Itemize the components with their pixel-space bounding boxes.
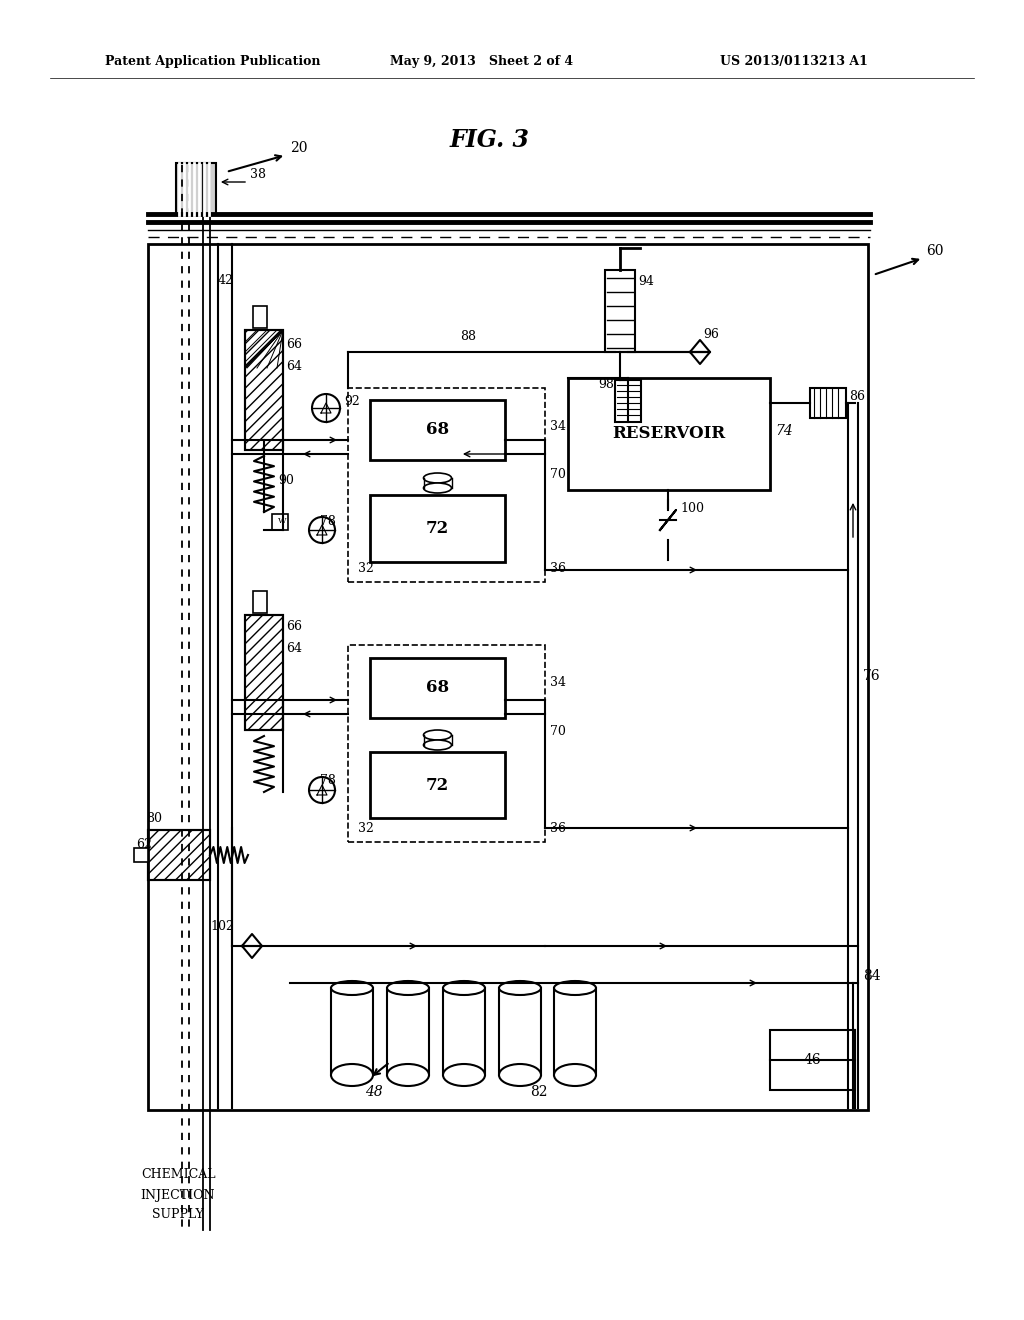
Bar: [253, 591, 267, 612]
Text: 82: 82: [530, 1085, 548, 1100]
Text: 66: 66: [286, 338, 302, 351]
Text: 70: 70: [550, 469, 566, 480]
Text: 70: 70: [550, 725, 566, 738]
Text: FIG. 3: FIG. 3: [450, 128, 530, 152]
Text: 92: 92: [344, 395, 359, 408]
Text: CHEMICAL: CHEMICAL: [140, 1168, 215, 1181]
Text: RESERVOIR: RESERVOIR: [612, 425, 726, 442]
Text: Patent Application Publication: Patent Application Publication: [105, 55, 321, 69]
Text: 64: 64: [286, 642, 302, 655]
Ellipse shape: [554, 981, 596, 995]
Text: 76: 76: [863, 669, 881, 682]
Circle shape: [312, 393, 340, 422]
Text: INJECTION: INJECTION: [140, 1188, 215, 1201]
Bar: [148, 830, 210, 880]
Bar: [770, 1030, 855, 1090]
Bar: [148, 830, 210, 880]
Bar: [370, 400, 505, 459]
Ellipse shape: [499, 981, 541, 995]
Bar: [605, 271, 635, 352]
Text: 94: 94: [638, 275, 654, 288]
Text: 66: 66: [286, 620, 302, 634]
Text: 74: 74: [775, 424, 793, 438]
Bar: [245, 615, 283, 730]
Bar: [370, 495, 505, 562]
Text: 36: 36: [550, 822, 566, 836]
Text: 100: 100: [680, 502, 705, 515]
Text: 42: 42: [218, 275, 233, 286]
Ellipse shape: [554, 1064, 596, 1086]
Bar: [370, 752, 505, 818]
Bar: [148, 244, 868, 1110]
Text: US 2013/0113213 A1: US 2013/0113213 A1: [720, 55, 868, 69]
Text: 90: 90: [278, 474, 294, 487]
Ellipse shape: [424, 483, 452, 492]
Bar: [245, 330, 283, 450]
Text: 46: 46: [803, 1053, 821, 1067]
Text: 68: 68: [426, 421, 450, 438]
Text: 80: 80: [146, 812, 162, 825]
Ellipse shape: [387, 1064, 429, 1086]
Text: 72: 72: [426, 520, 450, 537]
Text: 78: 78: [319, 774, 336, 787]
Bar: [331, 987, 373, 1074]
Ellipse shape: [424, 741, 452, 750]
Text: 64: 64: [286, 360, 302, 374]
Circle shape: [309, 777, 335, 803]
Circle shape: [309, 517, 335, 543]
Text: 78: 78: [319, 515, 336, 528]
Bar: [253, 306, 267, 327]
Bar: [348, 645, 545, 842]
Bar: [568, 378, 770, 490]
Bar: [176, 162, 216, 215]
Ellipse shape: [331, 981, 373, 995]
Text: 102: 102: [210, 920, 233, 933]
Bar: [443, 987, 485, 1074]
Text: 48: 48: [365, 1085, 383, 1100]
Text: 34: 34: [550, 676, 566, 689]
Text: 68: 68: [426, 680, 450, 697]
Text: SUPPLY: SUPPLY: [153, 1209, 204, 1221]
Text: 60: 60: [926, 244, 943, 257]
Text: 96: 96: [703, 327, 719, 341]
Text: 32: 32: [358, 822, 374, 836]
Bar: [370, 657, 505, 718]
Text: 88: 88: [460, 330, 476, 343]
Text: May 9, 2013   Sheet 2 of 4: May 9, 2013 Sheet 2 of 4: [390, 55, 573, 69]
Text: 20: 20: [290, 141, 307, 154]
Text: 72: 72: [426, 776, 450, 793]
Bar: [134, 847, 148, 862]
Ellipse shape: [443, 1064, 485, 1086]
Text: 34: 34: [550, 420, 566, 433]
Bar: [387, 987, 429, 1074]
Bar: [615, 380, 641, 422]
Text: 32: 32: [358, 562, 374, 576]
Bar: [272, 513, 288, 531]
Text: 38: 38: [250, 168, 266, 181]
Bar: [348, 388, 545, 582]
Ellipse shape: [499, 1064, 541, 1086]
Text: 86: 86: [849, 389, 865, 403]
Text: 62: 62: [136, 838, 152, 851]
Text: 84: 84: [863, 969, 881, 983]
Text: 98: 98: [598, 378, 613, 391]
Bar: [554, 987, 596, 1074]
Bar: [810, 388, 846, 418]
Bar: [499, 987, 541, 1074]
Bar: [245, 330, 283, 450]
Ellipse shape: [387, 981, 429, 995]
Ellipse shape: [424, 730, 452, 741]
Bar: [245, 615, 283, 730]
Text: W: W: [278, 517, 287, 525]
Ellipse shape: [424, 473, 452, 483]
Ellipse shape: [443, 981, 485, 995]
Ellipse shape: [331, 1064, 373, 1086]
Text: 36: 36: [550, 562, 566, 576]
